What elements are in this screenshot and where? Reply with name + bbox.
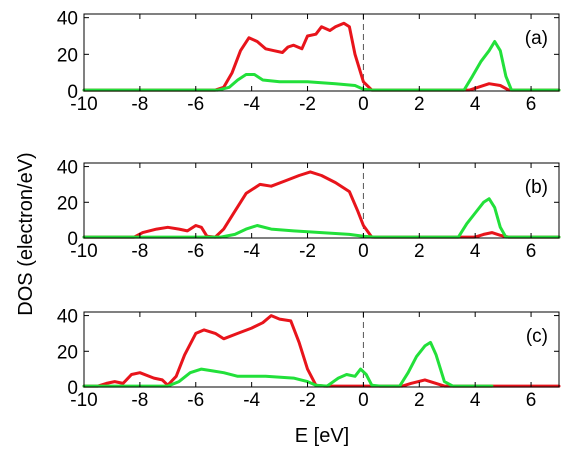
y-tick-label: 0 bbox=[67, 229, 78, 250]
y-tick-label: 20 bbox=[57, 45, 78, 66]
series-green-line bbox=[82, 40, 561, 92]
x-tick-label: -6 bbox=[187, 390, 204, 411]
y-tick-label: 40 bbox=[57, 158, 78, 179]
series-red-line bbox=[82, 170, 561, 239]
panel-1: -10 -8 -6 -4 -2 0 2 4 6 0 20 40 (a) bbox=[57, 9, 561, 115]
x-tick-label: 6 bbox=[526, 241, 537, 262]
x-tick-label: 4 bbox=[470, 94, 481, 115]
x-tick-label: -2 bbox=[299, 241, 316, 262]
x-tick-label: 2 bbox=[414, 94, 425, 115]
x-tick-label: 6 bbox=[526, 94, 537, 115]
series-red-line bbox=[82, 21, 561, 92]
x-tick-label: -8 bbox=[131, 241, 148, 262]
x-tick-label: -8 bbox=[131, 94, 148, 115]
series-red-line bbox=[82, 314, 561, 388]
x-tick-label: 0 bbox=[358, 241, 369, 262]
x-tick-label: 2 bbox=[414, 241, 425, 262]
x-tick-label: 2 bbox=[414, 390, 425, 411]
y-tick-label: 40 bbox=[57, 307, 78, 328]
x-tick-label: -8 bbox=[131, 390, 148, 411]
x-tick-label: -2 bbox=[299, 390, 316, 411]
x-tick-label: -6 bbox=[187, 241, 204, 262]
x-tick-label: 6 bbox=[526, 390, 537, 411]
y-tick-label: 20 bbox=[57, 193, 78, 214]
x-tick-label: 4 bbox=[470, 390, 481, 411]
panel-3: -10 -8 -6 -4 -2 0 2 4 6 0 20 40 (c) bbox=[57, 307, 561, 411]
x-tick-label: -4 bbox=[243, 94, 260, 115]
axes-frame bbox=[83, 311, 560, 388]
x-tick-label: -10 bbox=[70, 390, 97, 411]
x-tick-label: -6 bbox=[187, 94, 204, 115]
y-tick-label: 0 bbox=[67, 82, 78, 103]
x-tick-label: 0 bbox=[358, 390, 369, 411]
y-tick-label: 0 bbox=[67, 378, 78, 399]
x-tick-label: -4 bbox=[243, 390, 260, 411]
axes-frame bbox=[83, 162, 560, 239]
x-tick-label: -4 bbox=[243, 241, 260, 262]
x-tick-label: 4 bbox=[470, 241, 481, 262]
series-green-line bbox=[82, 197, 561, 239]
panel-label: (a) bbox=[525, 28, 548, 49]
x-tick-label: -10 bbox=[70, 241, 97, 262]
y-tick-label: 40 bbox=[57, 9, 78, 30]
y-axis-label: DOS (electron/eV) bbox=[15, 152, 37, 315]
panel-2: -10 -8 -6 -4 -2 0 2 4 6 0 20 40 (b) bbox=[57, 158, 561, 262]
panel-label: (c) bbox=[526, 326, 548, 347]
x-tick-label: 0 bbox=[358, 94, 369, 115]
y-tick-label: 20 bbox=[57, 342, 78, 363]
series-green-line bbox=[82, 340, 494, 388]
x-tick-label: -10 bbox=[70, 94, 97, 115]
x-tick-label: -2 bbox=[299, 94, 316, 115]
panel-label: (b) bbox=[525, 177, 548, 198]
x-axis-label: E [eV] bbox=[295, 425, 349, 447]
axes-frame bbox=[83, 13, 560, 92]
